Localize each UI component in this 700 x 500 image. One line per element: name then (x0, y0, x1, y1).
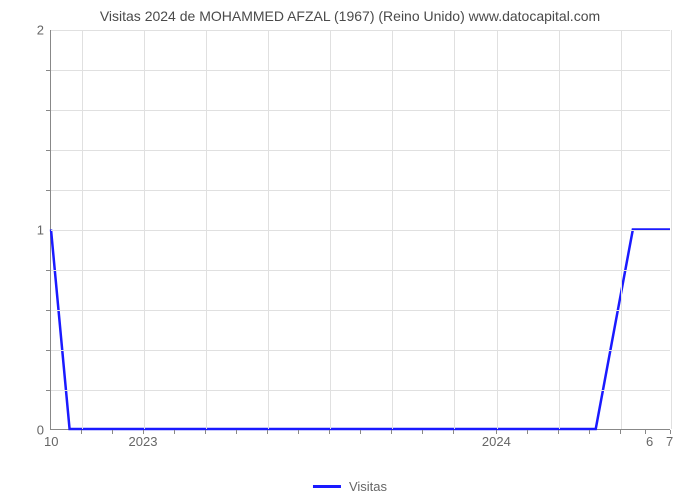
grid-v (559, 30, 560, 429)
y-tick-label: 0 (24, 423, 44, 438)
x-minor-tick (112, 430, 113, 434)
y-minor-tick (46, 70, 50, 71)
corner-label-bl: 10 (44, 434, 58, 449)
grid-v (392, 30, 393, 429)
grid-v (330, 30, 331, 429)
y-minor-tick (46, 310, 50, 311)
y-minor-tick (46, 350, 50, 351)
corner-label-br-a: 6 (646, 434, 653, 449)
y-minor-tick (46, 150, 50, 151)
x-tick-label: 2023 (129, 434, 158, 449)
x-minor-tick (391, 430, 392, 434)
chart-legend: Visitas (313, 479, 387, 494)
x-minor-tick (298, 430, 299, 434)
legend-label: Visitas (349, 479, 387, 494)
x-minor-tick (174, 430, 175, 434)
x-minor-tick (527, 430, 528, 434)
y-minor-tick (46, 270, 50, 271)
y-minor-tick (46, 390, 50, 391)
y-tick-label: 1 (24, 223, 44, 238)
chart-plot-area (50, 30, 670, 430)
grid-v (671, 30, 672, 429)
y-minor-tick (46, 110, 50, 111)
grid-v (621, 30, 622, 429)
y-tick-label: 2 (24, 23, 44, 38)
corner-label-br-b: 7 (666, 434, 673, 449)
grid-v (144, 30, 145, 429)
grid-v (206, 30, 207, 429)
chart-title: Visitas 2024 de MOHAMMED AFZAL (1967) (R… (0, 0, 700, 24)
grid-v (497, 30, 498, 429)
x-minor-tick (620, 430, 621, 434)
x-tick-label: 2024 (482, 434, 511, 449)
x-minor-tick (236, 430, 237, 434)
x-minor-tick (422, 430, 423, 434)
x-minor-tick (267, 430, 268, 434)
x-minor-tick (205, 430, 206, 434)
grid-v (268, 30, 269, 429)
x-minor-tick (589, 430, 590, 434)
y-minor-tick (46, 190, 50, 191)
x-minor-tick (453, 430, 454, 434)
x-minor-tick (360, 430, 361, 434)
x-minor-tick (329, 430, 330, 434)
x-minor-tick (558, 430, 559, 434)
grid-v (454, 30, 455, 429)
grid-v (82, 30, 83, 429)
legend-swatch (313, 485, 341, 488)
x-minor-tick (81, 430, 82, 434)
